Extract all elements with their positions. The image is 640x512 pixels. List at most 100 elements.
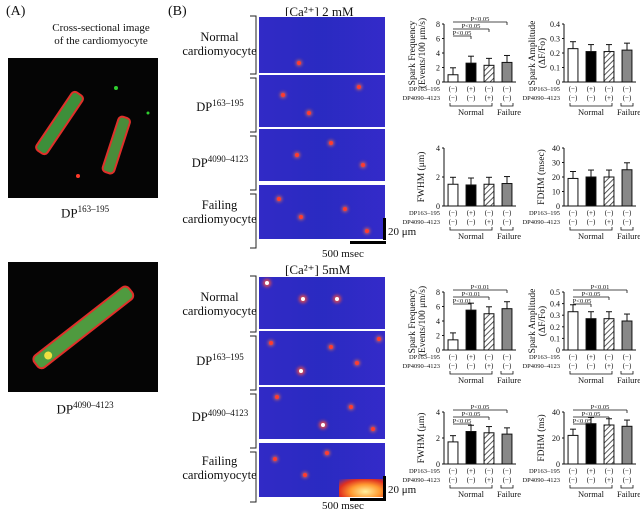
bot-freq-ylabel-2: (Events/100 μm/s) [417,286,428,356]
top-fwhm-group-normal: Normal [458,231,485,241]
top-freq-bar-0 [447,74,459,83]
bot-amp-tick-label: 0.2 [550,323,560,332]
bot-freq-row-dp2: DP4090–4123 [402,363,440,370]
top-freq-tick-label: 2 [436,64,440,73]
top-freq-tick-label: 4 [436,49,440,58]
bot-fdhm-tick-label: 40 [552,408,560,417]
linescan-fail-top [258,184,386,240]
linescan-normal-top [258,16,386,74]
top-fdhm-dp1-val-2: (−) [605,209,614,217]
linescan-normal-bottom [258,276,386,330]
top-amp-row-dp1: DP163–195 [529,86,560,93]
bot-amp-tick-label: 0 [556,346,560,355]
bot-amp-row-dp2: DP4090–4123 [522,363,560,370]
bot-fwhm-tick-label: 0 [436,460,440,469]
linescan-dp2-bottom [258,386,386,440]
bot-fdhm-group-normal: Normal [578,489,605,499]
bot-amp-sig-2: P<0.05 [573,298,592,305]
top-freq-tick-label: 8 [436,20,440,29]
scale-bar-vertical-top [383,218,386,240]
cond-l1: Normal [200,30,239,44]
top-fdhm-normal-bracket [569,227,613,231]
cond-sup: 4090–4123 [207,408,249,418]
bot-amp-ylabel-2: (ΔF/Fo) [537,306,548,336]
bot-fdhm-dp2-val-1: (−) [587,476,596,484]
bot-fdhm-dp2-val-3: (−) [623,476,632,484]
bot-freq-normal-bracket [449,371,493,375]
bot-fwhm-dp2-val-3: (−) [503,476,512,484]
scale-ms-top: 500 msec [322,248,364,260]
top-amp-ylabel-2: (ΔF/Fo) [537,38,548,68]
bot-freq-bar-1 [465,309,477,351]
bot-freq-group-normal: Normal [458,375,485,385]
top-fwhm-dp1-val-0: (−) [449,209,458,217]
bot-fdhm-bar-2 [603,424,615,465]
bot-amp-tick-label: 0.3 [550,311,560,320]
bot-amp-dp2-val-2: (+) [605,362,614,370]
top-fwhm-dp1-val-3: (−) [503,209,512,217]
bot-fwhm-group-failure: Failure [497,489,521,499]
top-fwhm-row-dp1: DP163–195 [409,210,440,217]
top-fwhm-dp1-val-2: (−) [485,209,494,217]
bot-fwhm-sig-1: P<0.05 [462,411,481,418]
bot-fwhm-bar-2 [483,432,495,465]
linescan-fail-bottom [258,442,386,498]
top-fdhm-tick-label: 20 [552,173,560,182]
bot-freq-bar-2 [483,313,495,351]
top-amp-bar-0 [567,48,579,83]
bot-amp-bar-0 [567,311,579,351]
top-amp-bar-3 [621,49,633,83]
bot-amp-dp1-val-3: (−) [623,353,632,361]
bot-fdhm-bar-1 [585,423,597,465]
scale-um-bottom: 20 μm [388,484,417,496]
linescan-dp1-bottom [258,330,386,386]
top-fdhm-bar-3 [621,169,633,207]
caption-line2: of the cardiomyocyte [54,35,148,47]
top-amp-group-failure: Failure [617,107,640,117]
bot-amp-dp2-val-3: (−) [623,362,632,370]
bot-amp-bar-1 [585,318,597,351]
top-fdhm-dp2-val-0: (−) [569,218,578,226]
bot-fdhm-group-failure: Failure [617,489,640,499]
top-concentration: [Ca²⁺] 2 mM [285,4,354,19]
top-fdhm-row-dp1: DP163–195 [529,210,560,217]
top-amp-dp1-val-3: (−) [623,85,632,93]
bot-amp-row-dp1: DP163–195 [529,354,560,361]
top-amp-ylabel: Spark Amplitude [528,21,538,86]
panel-b-label: (B) [168,4,187,19]
cond-l2: cardiomyocyte [182,304,257,318]
bot-fdhm-tick-label: 20 [552,434,560,443]
top-freq-dp2-val-0: (−) [449,94,458,102]
bot-amp-failure-bracket [620,371,634,375]
top-fwhm-bar-1 [465,184,477,207]
bot-fdhm-dp2-val-2: (+) [605,476,614,484]
bot-fdhm-dp2-val-0: (−) [569,476,578,484]
top-fwhm-dp2-val-3: (−) [503,218,512,226]
top-fdhm-tick-label: 0 [556,202,560,211]
panel-a-label: (A) [6,4,26,19]
top-fdhm-bar-2 [603,176,615,207]
bot-fdhm-dp1-val-0: (−) [569,467,578,475]
bot-amp-dp2-val-0: (−) [569,362,578,370]
cond-dp1-bottom: DP163–195 [180,350,260,368]
bot-freq-ylabel: Spark Frequency [408,288,418,353]
bot-freq-dp1-val-1: (+) [467,353,476,361]
top-fwhm-group-failure: Failure [497,231,521,241]
linescan-dp1-top [258,74,386,128]
top-fdhm-dp2-val-1: (−) [587,218,596,226]
scale-um-top: 20 μm [388,226,417,238]
top-fdhm-bar-0 [567,177,579,207]
label-base: DP [60,205,78,221]
cond-base: DP [196,100,213,115]
bot-amp-tick-label: 0.5 [550,288,560,297]
bot-amp-tick-label: 0.4 [550,300,560,309]
top-freq-failure-bracket [500,103,514,107]
scale-bar-horizontal-top [350,241,386,244]
top-fwhm-bar-0 [447,183,459,207]
top-amp-group-normal: Normal [578,107,605,117]
top-freq-dp1-val-1: (+) [467,85,476,93]
top-freq-dp1-val-3: (−) [503,85,512,93]
cell-image-dp4090 [8,262,158,392]
top-amp-dp2-val-3: (−) [623,94,632,102]
bot-freq-dp2-val-1: (−) [467,362,476,370]
